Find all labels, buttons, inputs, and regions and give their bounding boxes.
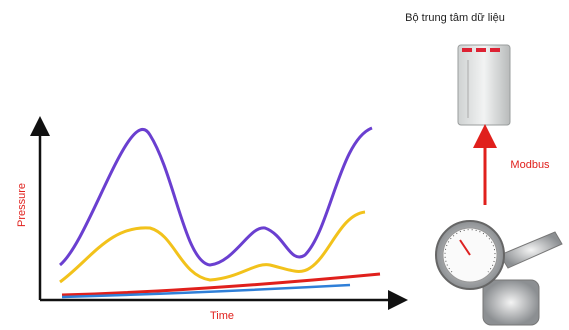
- hub-title: Bộ trung tâm dữ liệu: [405, 12, 505, 24]
- curve-purple: [60, 128, 372, 265]
- x-axis-label: Time: [210, 310, 234, 322]
- curve-yellow: [60, 212, 365, 282]
- y-axis-label: Pressure: [16, 183, 28, 227]
- pressure-gauge: [436, 221, 562, 325]
- diagram: Pressure Time Bộ trung tâm dữ liệu Modbu…: [0, 0, 569, 330]
- data-hub-device: [458, 45, 510, 125]
- modbus-label: Modbus: [510, 159, 550, 171]
